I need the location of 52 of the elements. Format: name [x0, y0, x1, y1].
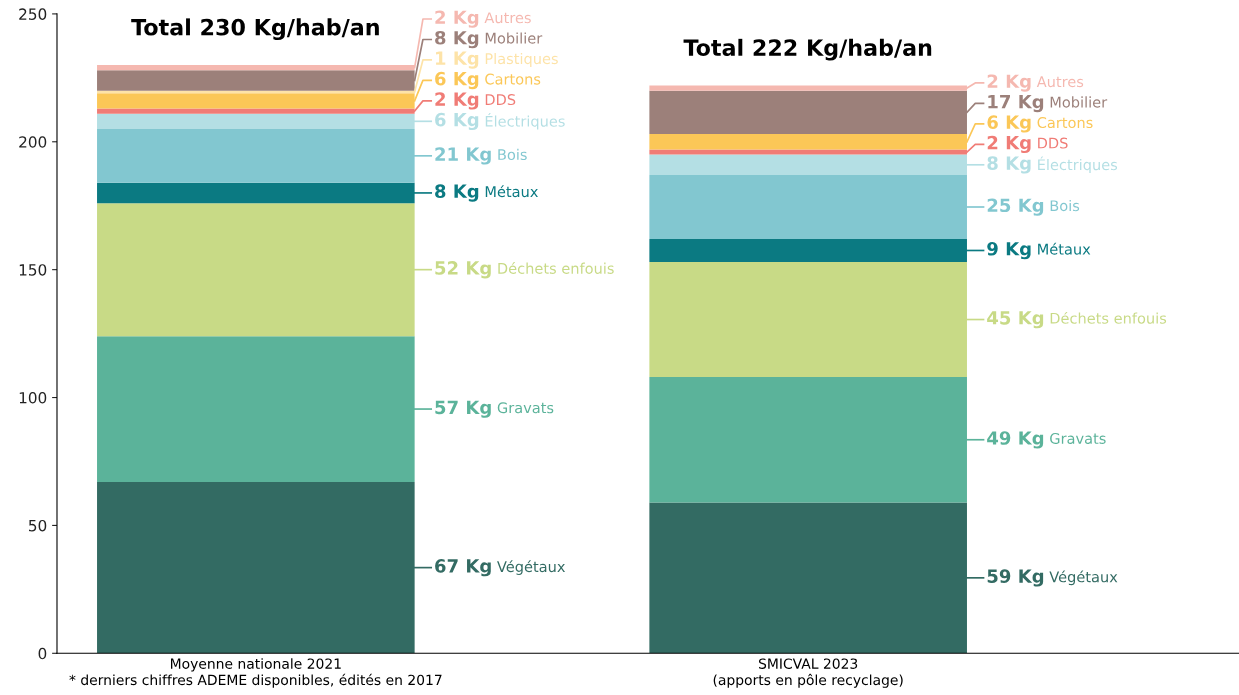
text: Électriques [1038, 156, 1118, 174]
data-label: 2 Kg [435, 10, 479, 28]
data-label: 2 Kg [987, 74, 1031, 92]
y-tick-label: 150 [19, 264, 47, 276]
text: Plastiques [485, 52, 558, 67]
data-label: 6 Kg [987, 115, 1031, 133]
x-tick-label: Moyenne nationale 2021 * derniers chiffres ADEME disponibles, édités en 2017 [69, 658, 442, 688]
data-label: 67 Kg [435, 559, 491, 577]
text: Autres [1036, 76, 1084, 88]
text: Gravats [1050, 432, 1106, 444]
text: Cartons [485, 73, 541, 85]
data-label: 59 Kg [987, 569, 1044, 587]
text: Électriques [485, 113, 565, 130]
text: Mobilier [1050, 96, 1108, 108]
data-label: 21 Kg [435, 147, 491, 165]
data-label: 45 Kg [987, 311, 1044, 329]
data-label: 6 Kg [435, 112, 479, 131]
text: Métaux [485, 185, 538, 198]
text: Déchets enfouis [1050, 311, 1167, 324]
text: DDS [1038, 137, 1068, 149]
annotation: Total 222 Kg/hab/an [683, 38, 932, 61]
data-label: 1 Kg [436, 51, 479, 69]
data-label: 6 Kg [435, 71, 479, 90]
x-tick-label: SMICVAL 2023 (apports en pôle recyclage) [713, 658, 903, 688]
data-label: 49 Kg [987, 431, 1044, 449]
data-label: 52 Kg [435, 261, 491, 279]
text: Autres [484, 12, 531, 24]
data-label: 8 Kg [435, 184, 479, 202]
data-label: 25 Kg [987, 198, 1044, 216]
data-label: 57 Kg [435, 400, 491, 418]
y-tick-label: 100 [19, 392, 47, 404]
annotation: Total 230 Kg/hab/an [131, 18, 379, 41]
text: Cartons [1037, 117, 1093, 129]
data-label: 8 Kg [435, 30, 479, 49]
text: Métaux [1038, 242, 1091, 255]
text: Gravats [497, 402, 554, 414]
data-label: 9 Kg [987, 241, 1031, 260]
data-label: 2 Kg [987, 135, 1031, 154]
text: Mobilier [485, 32, 543, 44]
text: Végétaux [1049, 570, 1118, 586]
data-label: 8 Kg [987, 156, 1031, 174]
text: DDS [485, 94, 516, 106]
y-tick-label: 250 [19, 8, 47, 20]
data-label: 2 Kg [435, 92, 479, 110]
text: Bois [1050, 199, 1080, 212]
text: Végétaux [497, 560, 566, 575]
y-tick-label: 0 [38, 647, 47, 660]
text: Déchets enfouis [498, 262, 614, 274]
data-label: 17 Kg [988, 95, 1044, 113]
y-tick-label: 50 [29, 519, 47, 532]
y-tick-label: 200 [19, 136, 47, 148]
text: Bois [498, 148, 527, 161]
